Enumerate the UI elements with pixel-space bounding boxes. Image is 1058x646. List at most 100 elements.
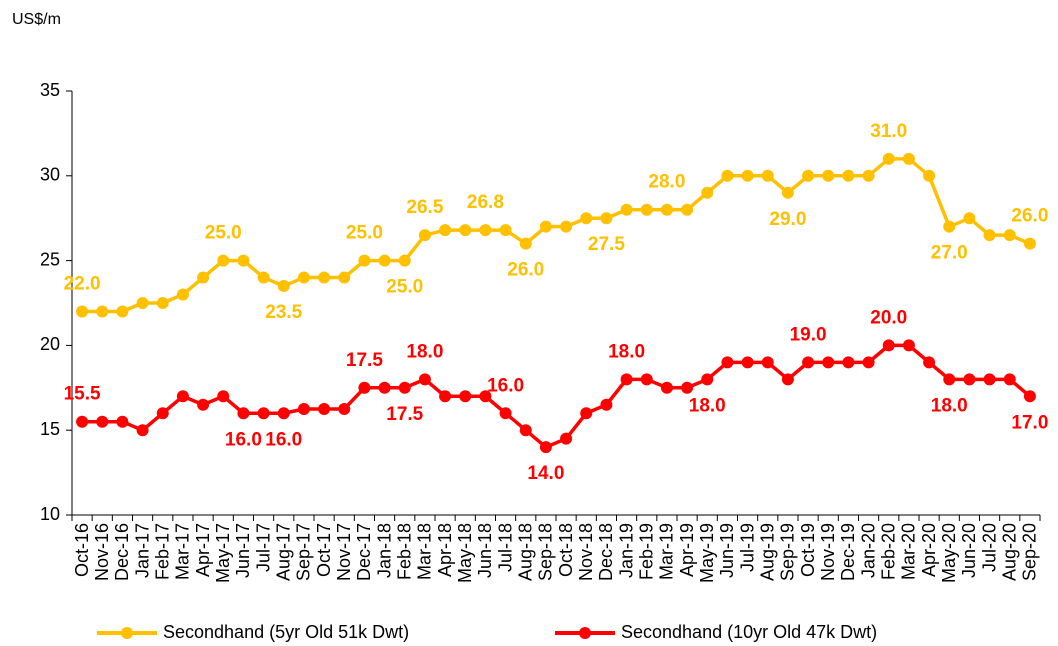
data-label: 16.0 [265,429,302,450]
x-tick-label: Jun-17 [233,523,253,578]
series-marker [983,373,996,386]
series-marker [660,203,673,216]
series-marker [701,186,714,199]
x-tick-label: May-19 [697,523,717,583]
series-marker [560,220,573,233]
series-marker [923,356,936,369]
series-marker [741,169,754,182]
legend-marker [579,627,591,639]
y-tick-label: 35 [40,80,60,100]
x-tick-label: Mar-19 [657,523,677,580]
data-label: 27.0 [931,243,968,264]
x-tick-label: Sep-19 [778,523,798,581]
series-marker [802,356,815,369]
series-marker [358,254,371,267]
series-marker [459,224,472,237]
series-marker [297,271,310,284]
data-label: 17.0 [1011,412,1048,433]
series-marker [338,271,351,284]
x-tick-label: Nov-16 [92,523,112,581]
series-marker [257,271,270,284]
x-tick-label: May-17 [213,523,233,583]
series-marker [197,398,210,411]
series-marker [519,424,532,437]
series-marker [943,220,956,233]
series-marker [176,390,189,403]
series-marker [862,169,875,182]
data-label: 31.0 [870,121,907,142]
series-marker [761,169,774,182]
series-marker [539,220,552,233]
series-marker [781,373,794,386]
x-tick-label: Feb-20 [879,523,899,580]
series-marker [560,432,573,445]
series-marker [539,441,552,454]
series-marker [943,373,956,386]
data-label: 18.0 [931,395,968,416]
x-tick-label: Feb-17 [153,523,173,580]
series-marker [721,356,734,369]
series-marker [459,390,472,403]
x-tick-label: May-18 [455,523,475,583]
data-label: 25.0 [386,277,423,298]
x-tick-label: Feb-19 [637,523,657,580]
x-tick-label: Apr-18 [435,523,455,577]
series-marker [358,381,371,394]
series-marker [156,297,169,309]
y-tick-label: 15 [40,419,60,439]
data-label: 17.5 [346,350,383,371]
x-tick-label: Jul-19 [737,523,757,572]
x-tick-label: Aug-20 [1000,523,1020,581]
series-marker [822,169,835,182]
x-tick-label: Mar-20 [899,523,919,580]
series-marker [620,203,633,216]
x-tick-label: Dec-19 [838,523,858,581]
series-marker [620,373,633,386]
series-marker [237,407,250,420]
x-tick-label: Apr-17 [193,523,213,577]
series-marker [418,229,431,242]
y-tick-label: 25 [40,249,60,269]
data-label: 25.0 [346,223,383,244]
x-tick-label: Dec-17 [354,523,374,581]
data-label: 20.0 [870,307,907,328]
series-marker [479,224,492,237]
series-marker [176,288,189,301]
x-tick-label: Jun-20 [959,523,979,578]
series-marker [721,169,734,182]
x-tick-label: Apr-20 [919,523,939,577]
y-tick-label: 10 [40,504,60,524]
data-label: 19.0 [790,324,827,345]
x-tick-label: Jul-20 [979,523,999,572]
series-marker [156,407,169,420]
series-marker [902,152,915,165]
series-marker [398,381,411,394]
data-label: 22.0 [64,273,101,294]
series-marker [600,212,613,225]
series-marker [257,407,270,420]
data-label: 27.5 [588,234,625,255]
x-tick-label: Aug-19 [758,523,778,581]
series-marker [318,271,331,284]
series-marker [882,339,895,352]
series-marker [136,297,149,309]
series-marker [116,305,129,318]
series-marker [580,407,593,420]
data-label: 28.0 [648,172,685,193]
series-marker [378,254,391,267]
series-marker [197,271,210,284]
series-marker [418,373,431,386]
x-tick-label: Aug-17 [274,523,294,581]
series-marker [781,186,794,199]
series-marker [297,403,310,415]
series-marker [76,305,89,318]
series-marker [439,390,452,403]
legend-label: Secondhand (10yr Old 47k Dwt) [621,622,877,642]
data-label: 16.0 [487,375,524,396]
x-tick-label: Sep-18 [536,523,556,581]
series-marker [277,407,290,420]
y-axis-unit: US$/m [12,11,61,28]
data-label: 26.8 [467,192,504,213]
series-marker [398,254,411,267]
